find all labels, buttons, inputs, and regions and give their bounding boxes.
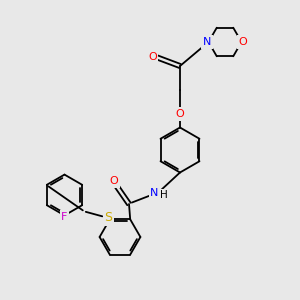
Text: O: O [238,37,247,47]
Text: H: H [160,190,168,200]
Text: N: N [150,188,159,199]
Text: O: O [176,109,184,119]
Text: O: O [148,52,157,62]
Text: N: N [203,37,211,47]
Text: O: O [110,176,118,186]
Text: S: S [104,211,112,224]
Text: F: F [61,212,68,222]
